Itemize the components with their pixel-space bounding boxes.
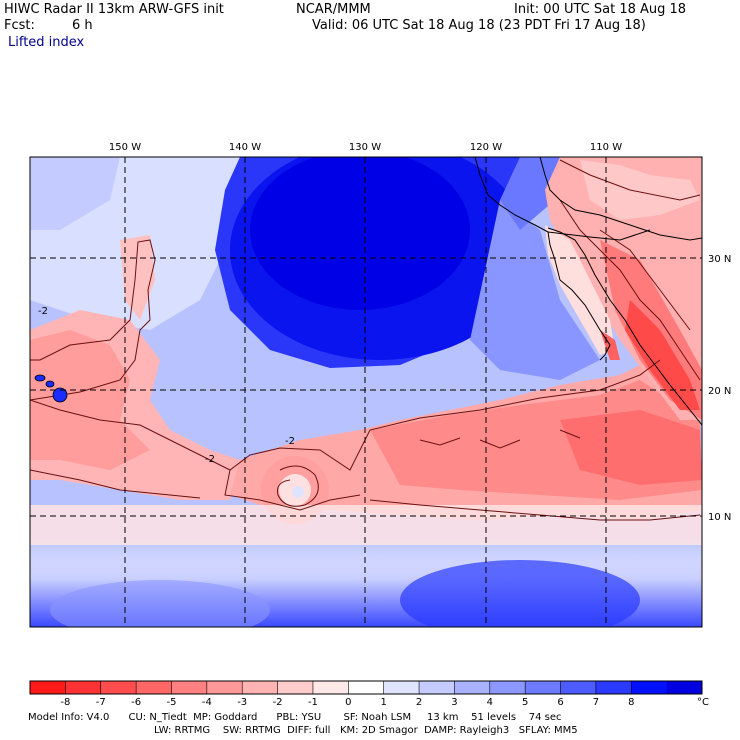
colorbar-swatch (525, 681, 562, 694)
colorbar-tick-label: -1 (308, 697, 318, 708)
lat-label-30n: 30 N (708, 254, 731, 265)
colorbar-tick-label: 7 (593, 697, 599, 708)
colorbar-swatch (136, 681, 172, 694)
contour-label: -2 (285, 436, 295, 447)
colorbar-tick-label: 1 (380, 697, 386, 708)
colorbar-swatch (348, 681, 385, 694)
colorbar-tick-label: 3 (451, 697, 457, 708)
colorbar-swatch (454, 681, 491, 694)
colorbar-tick-label: -5 (166, 697, 176, 708)
colorbar-swatch (65, 681, 102, 694)
lat-label-20n: 20 N (708, 386, 731, 397)
map-field (30, 157, 702, 627)
lon-label-150w: 150 W (109, 142, 141, 153)
colorbar-tick-label: 6 (557, 697, 563, 708)
colorbar-tick-label: 4 (487, 697, 493, 708)
colorbar-swatch (312, 681, 349, 694)
lon-label-120w: 120 W (470, 142, 502, 153)
colorbar-tick-label: -4 (202, 697, 212, 708)
model-info-line-1: Model Info: V4.0 CU: N_Tiedt MP: Goddard… (28, 712, 562, 723)
colorbar-swatch (383, 681, 420, 694)
colorbar-tick-label: 2 (416, 697, 422, 708)
contour-label: -2 (205, 454, 215, 465)
lon-label-110w: 110 W (590, 142, 622, 153)
colorbar-tick-label: -3 (237, 697, 247, 708)
colorbar-swatch (560, 681, 597, 694)
colorbar-tick-label: -8 (60, 697, 70, 708)
contour-label: -2 (38, 306, 48, 317)
colorbar-tick-label: -7 (96, 697, 106, 708)
colorbar-unit: °C (697, 697, 709, 708)
colorbar-tick-label: -6 (131, 697, 141, 708)
forecast-label: Fcst: (4, 18, 35, 33)
organization-label: NCAR/MMM (296, 2, 371, 17)
contour-lines (30, 159, 701, 521)
map-frame (29, 156, 703, 628)
lat-label-10n: 10 N (708, 512, 731, 523)
colorbar-swatch (277, 681, 314, 694)
colorbar-swatch (631, 681, 668, 694)
colorbar-swatch (419, 681, 455, 694)
lon-label-140w: 140 W (229, 142, 261, 153)
colorbar-swatch (242, 681, 279, 694)
init-time: Init: 00 UTC Sat 18 Aug 18 (514, 2, 687, 17)
colorbar-swatch (666, 681, 703, 694)
colorbar-ticks: -8 -7 -6 -5 -4 -3 -2 -1 0 1 2 3 4 5 6 7 8 (60, 681, 634, 708)
colorbar-swatch (489, 681, 526, 694)
colorbar-swatch (30, 681, 66, 694)
coastline (474, 157, 702, 426)
forecast-hour: 6 h (72, 18, 93, 33)
lon-label-130w: 130 W (349, 142, 381, 153)
colorbar-frame (29, 680, 703, 695)
hawaii-islands (34, 374, 68, 403)
colorbar-swatch (171, 681, 208, 694)
colorbar-swatch (595, 681, 632, 694)
colorbar-tick-label: 8 (628, 697, 634, 708)
lat-lon-grid (30, 157, 702, 627)
colorbar-swatch (206, 681, 243, 694)
field-name: Lifted index (8, 35, 85, 50)
valid-time: Valid: 06 UTC Sat 18 Aug 18 (23 PDT Fri … (312, 18, 646, 33)
colorbar (29, 680, 703, 695)
colorbar-tick-label: 0 (345, 697, 351, 708)
colorbar-tick-label: -2 (273, 697, 283, 708)
model-info-line-2: LW: RRTMG SW: RRTMG DIFF: full KM: 2D Sm… (154, 725, 578, 736)
colorbar-swatch (100, 681, 137, 694)
colorbar-tick-label: 5 (522, 697, 528, 708)
map-title: HIWC Radar II 13km ARW-GFS init (4, 2, 224, 17)
